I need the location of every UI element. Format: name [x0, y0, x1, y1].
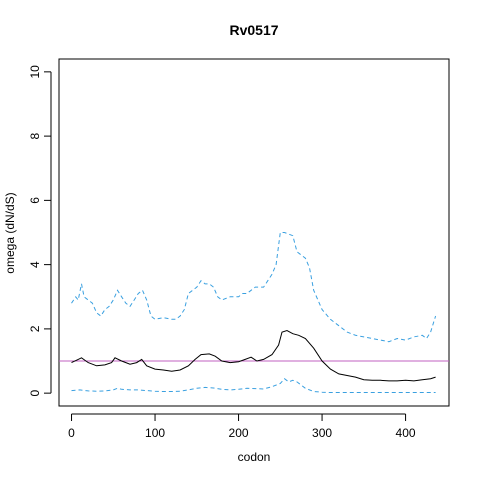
y-tick-label-4: 8: [28, 132, 42, 139]
axes: 0 100 200 300 400 0 2 4 6 8 10: [28, 65, 416, 440]
series-estimate-line: [71, 329, 436, 382]
series-group: [71, 232, 437, 393]
y-axis-label: omega (dN/dS): [3, 192, 17, 273]
x-tick-label-3: 300: [312, 426, 332, 440]
series-upper-bound-line: [71, 232, 437, 343]
x-tick-label-4: 400: [396, 426, 416, 440]
series-lower-bound-line: [71, 378, 436, 393]
x-tick-label-2: 200: [229, 426, 249, 440]
y-tick-label-5: 10: [28, 65, 42, 79]
x-axis-label: codon: [238, 450, 271, 464]
x-tick-label-0: 0: [68, 426, 75, 440]
y-tick-label-0: 0: [28, 389, 42, 396]
plot-frame: [58, 58, 450, 407]
x-tick-label-1: 100: [145, 426, 165, 440]
y-tick-label-1: 2: [28, 325, 42, 332]
y-tick-label-2: 4: [28, 261, 42, 268]
chart-title: Rv0517: [229, 22, 278, 38]
y-tick-label-3: 6: [28, 197, 42, 204]
